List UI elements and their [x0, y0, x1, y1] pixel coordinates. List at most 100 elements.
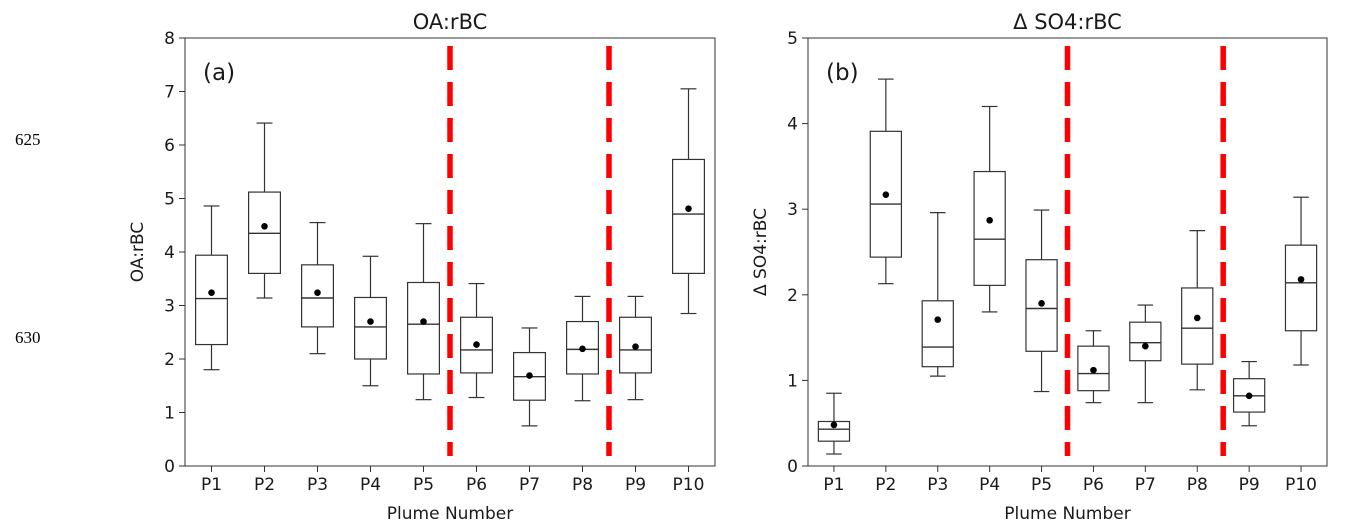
box-p8 — [1181, 230, 1214, 391]
box-p5 — [407, 223, 441, 401]
x-tick-label: P6 — [466, 475, 487, 495]
mean-point — [314, 289, 321, 296]
box-iqr — [618, 316, 652, 374]
x-axis-label: Plume Number — [387, 504, 513, 522]
x-tick-label: P9 — [1239, 475, 1260, 495]
x-tick-label: P1 — [201, 475, 222, 495]
y-tick-label: 7 — [164, 83, 175, 103]
y-tick-label: 5 — [787, 29, 798, 49]
box-p6 — [460, 282, 494, 399]
y-tick-label: 3 — [164, 297, 175, 317]
y-tick-label: 8 — [164, 29, 175, 49]
x-tick-label: P3 — [307, 475, 328, 495]
x-tick-label: P1 — [823, 475, 844, 495]
y-tick-label: 0 — [787, 457, 798, 477]
box-iqr — [1025, 259, 1058, 352]
mean-point — [420, 318, 427, 325]
plot-frame — [807, 37, 1328, 467]
mean-point — [882, 191, 890, 198]
mean-point — [526, 372, 533, 379]
box-iqr — [869, 130, 903, 258]
box-p5 — [1025, 209, 1058, 393]
mean-point — [1297, 276, 1305, 283]
box-p3 — [301, 221, 335, 355]
x-tick-label: P4 — [360, 475, 381, 495]
box-iqr — [1077, 345, 1110, 392]
mean-point — [934, 316, 942, 323]
y-tick-label: 4 — [164, 243, 175, 263]
box-p7 — [512, 327, 546, 427]
x-tick-label: P6 — [1083, 475, 1104, 495]
chart-title: Δ SO4:rBC — [1013, 10, 1122, 34]
box-p4 — [354, 255, 388, 387]
box-iqr — [195, 254, 229, 346]
box-iqr — [407, 281, 441, 375]
box-p7 — [1129, 304, 1162, 404]
x-tick-label: P5 — [413, 475, 434, 495]
box-iqr — [1129, 321, 1162, 362]
mean-point — [473, 341, 480, 348]
mean-point — [579, 345, 586, 353]
y-tick-label: 2 — [164, 350, 175, 370]
panel-label: (a) — [203, 60, 235, 86]
mean-point — [632, 343, 639, 350]
y-tick-label: 1 — [787, 371, 798, 391]
x-tick-label: P4 — [979, 475, 1000, 495]
y-tick-label: 2 — [787, 286, 798, 306]
box-p9 — [618, 295, 652, 401]
x-tick-label: P8 — [572, 475, 593, 495]
box-p10 — [671, 88, 705, 315]
box-iqr — [921, 300, 954, 368]
box-p10 — [1284, 196, 1318, 366]
x-tick-label: P3 — [927, 475, 948, 495]
box-iqr — [973, 170, 1006, 286]
chart-title: OA:rBC — [413, 10, 488, 34]
y-tick-label: 0 — [164, 457, 175, 477]
mean-point — [830, 421, 838, 429]
panel-b-so4-rbc: Δ SO4:rBC (b) Plume Number Δ SO4:rBC 0 1 2 3 4 5 P… — [751, 10, 1328, 522]
mean-point — [986, 217, 993, 224]
box-p4 — [973, 105, 1006, 313]
y-tick-label: 1 — [164, 404, 175, 424]
y-tick-label: 3 — [787, 200, 798, 220]
x-tick-label: P10 — [1285, 475, 1317, 495]
y-tick-label: 6 — [164, 136, 175, 156]
x-tick-label: P9 — [625, 475, 646, 495]
box-p2 — [869, 78, 903, 285]
x-tick-label: P2 — [254, 475, 275, 495]
mean-point — [367, 318, 374, 325]
x-tick-label: P7 — [1135, 475, 1156, 495]
mean-point — [685, 205, 692, 212]
x-tick-label: P8 — [1187, 475, 1208, 495]
line-number-630: 630 — [15, 328, 41, 347]
mean-point — [1193, 314, 1201, 322]
box-iqr — [565, 320, 599, 375]
mean-point — [1090, 366, 1097, 374]
y-axis-label: Δ SO4:rBC — [751, 208, 771, 296]
x-tick-label: P2 — [875, 475, 896, 495]
mean-point — [1142, 342, 1149, 350]
panel-label: (b) — [826, 60, 859, 86]
box-iqr — [817, 420, 851, 442]
mean-point — [1038, 300, 1045, 307]
box-p8 — [565, 295, 599, 402]
panel-a-oa-rbc: OA:rBC (a) Plume Number OA:rBC 0 1 2 3 4 5 6 7 8 P1 P2… — [128, 10, 716, 522]
box-p1 — [817, 392, 851, 455]
box-p9 — [1232, 360, 1266, 427]
line-number-625: 625 — [15, 130, 41, 149]
mean-point — [1245, 392, 1253, 400]
box-iqr — [1181, 287, 1214, 365]
box-p1 — [195, 205, 229, 371]
box-iqr — [354, 296, 388, 360]
box-p6 — [1077, 330, 1110, 404]
x-tick-label: P10 — [673, 475, 705, 495]
y-tick-label: 5 — [164, 190, 175, 210]
x-axis-label: Plume Number — [1004, 504, 1130, 522]
mean-point — [208, 289, 215, 296]
y-tick-label: 4 — [787, 115, 798, 135]
box-iqr — [671, 158, 705, 275]
y-axis-label: OA:rBC — [128, 222, 148, 282]
box-p2 — [248, 122, 282, 299]
